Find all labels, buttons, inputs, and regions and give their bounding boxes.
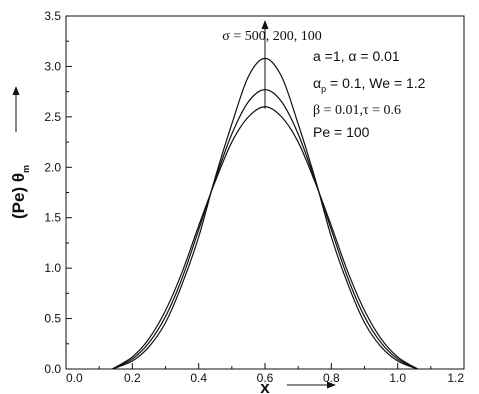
x-axis-label: x: [260, 378, 270, 394]
y-tick-label: 3.5: [44, 9, 61, 23]
x-tick-label: 1.2: [447, 371, 464, 385]
annotation-line-3: β = 0.01,τ = 0.6: [313, 103, 401, 118]
y-axis-label: (Pe) θm: [9, 165, 31, 219]
annotation-sigma: σ = 500, 200, 100: [222, 29, 321, 44]
sigma-indicator-arrow: [261, 20, 269, 109]
series-line-2: [112, 89, 418, 370]
x-tick-label: 0.4: [190, 371, 207, 385]
annotation-line-2-post: = 0.1, We = 1.2: [326, 75, 426, 91]
annotation-line-2-sub: p: [321, 84, 326, 94]
annotation-line-2-pre: α: [313, 75, 321, 91]
x-axis-arrow: [287, 381, 336, 389]
y-ticks: 0.0 0.5 1.0 1.5 2.0 2.5 3.0 3.5: [44, 9, 72, 376]
x-tick-label: 0.6: [257, 371, 274, 385]
y-axis-label-sub: m: [21, 165, 31, 173]
x-tick-label: 0.8: [323, 371, 340, 385]
x-ticks: 0.0 0.2 0.4 0.6 0.8 1.0 1.2: [65, 363, 465, 385]
annotation-line-4: Pe = 100: [313, 124, 370, 140]
x-tick-label: 0.0: [66, 371, 83, 385]
y-axis-label-main: (Pe) θ: [9, 173, 28, 219]
y-axis-arrow: [12, 86, 20, 132]
y-tick-label: 0.5: [44, 312, 61, 326]
x-tick-label: 1.0: [389, 371, 406, 385]
x-tick-label: 0.2: [124, 371, 141, 385]
plot-frame: [65, 15, 465, 370]
y-tick-label: 3.0: [44, 59, 61, 73]
y-tick-label: 1.0: [44, 261, 61, 275]
y-tick-label: 0.0: [44, 362, 61, 376]
y-tick-label: 1.5: [44, 211, 61, 225]
y-tick-label: 2.0: [44, 160, 61, 174]
y-tick-label: 2.5: [44, 110, 61, 124]
annotation-line-2: αp = 0.1, We = 1.2: [313, 75, 426, 94]
annotation-line-1: a =1, α = 0.01: [313, 48, 400, 64]
